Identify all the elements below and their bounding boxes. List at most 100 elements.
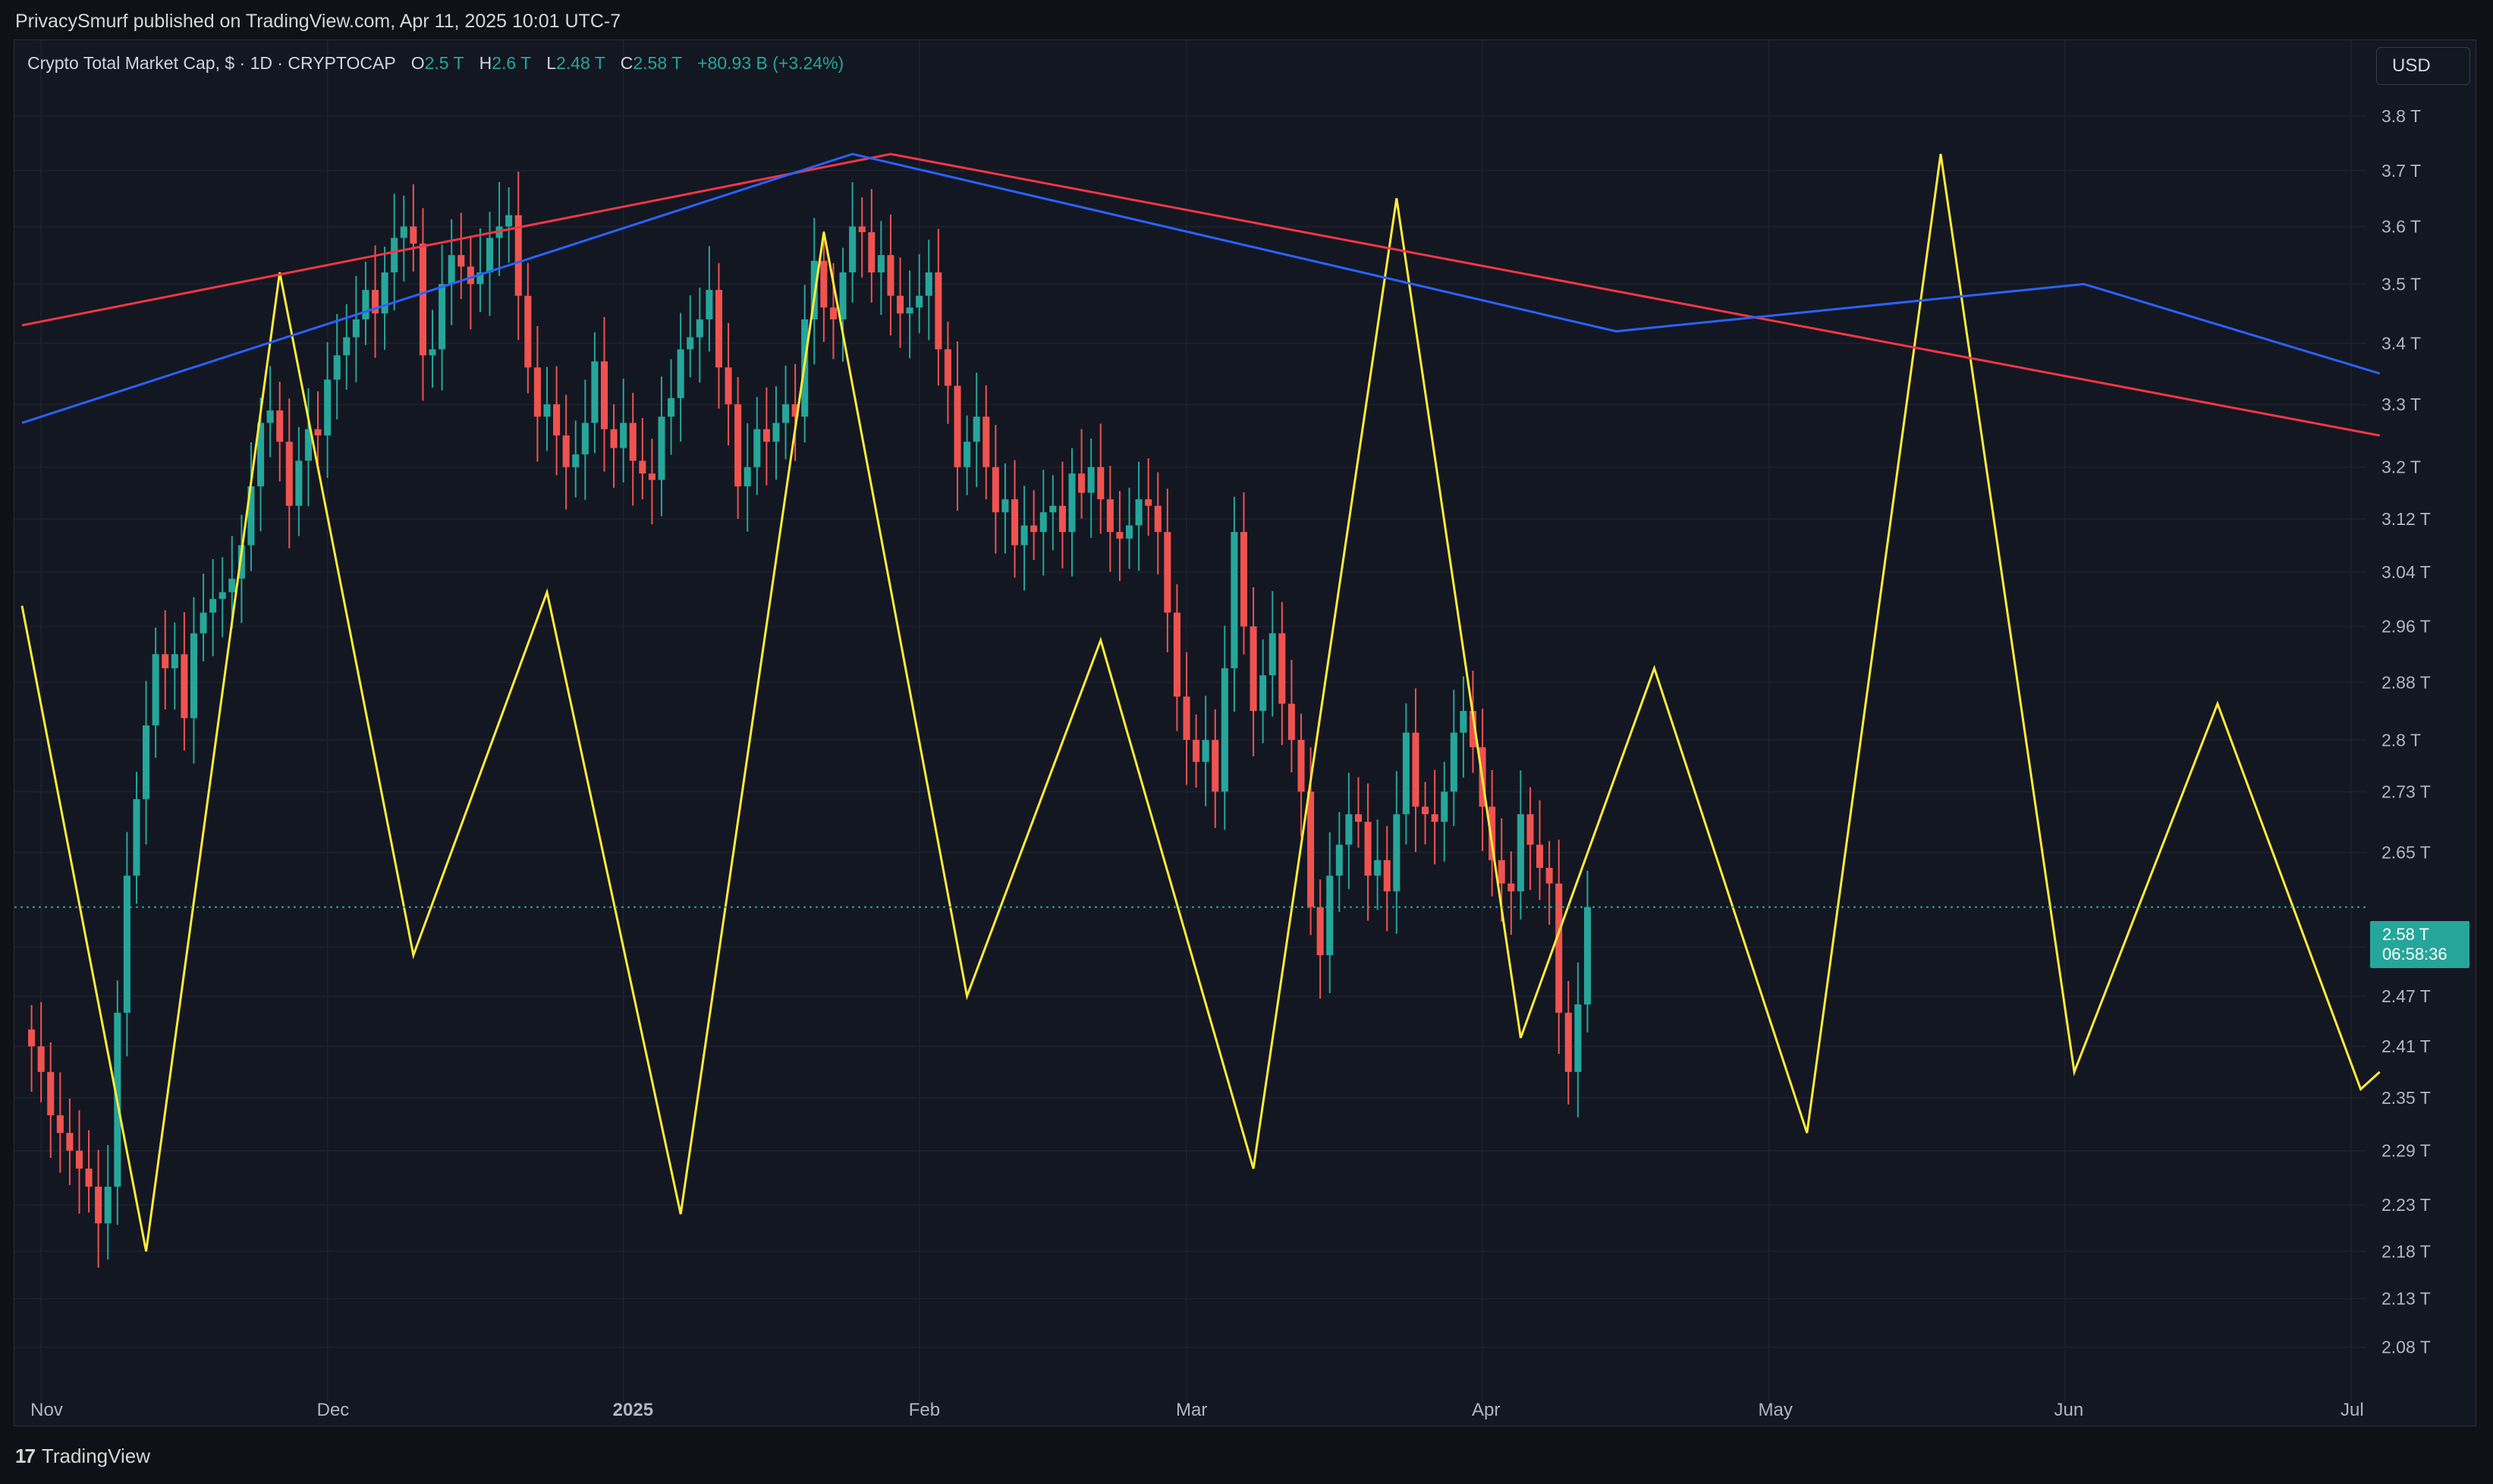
candle-body <box>209 599 217 613</box>
candle-body <box>944 349 951 386</box>
y-tick-label: 2.23 T <box>2381 1195 2431 1215</box>
candle-body <box>1326 876 1334 955</box>
candle-body <box>648 473 655 480</box>
candle-body <box>772 423 780 442</box>
candle-body <box>562 435 570 467</box>
high-value: 2.6 T <box>492 53 531 73</box>
candle-body <box>1001 499 1009 513</box>
candle-body <box>410 226 417 244</box>
candle-body <box>1116 532 1124 539</box>
y-tick-label: 2.08 T <box>2381 1338 2431 1357</box>
price-badge: 2.58 T 06:58:36 <box>2370 921 2469 968</box>
y-tick-label: 2.13 T <box>2381 1289 2431 1309</box>
currency-button[interactable]: USD <box>2376 47 2470 85</box>
candle-body <box>1307 791 1315 907</box>
candle-body <box>1297 740 1305 792</box>
candle-body <box>553 404 561 435</box>
candle-body <box>1135 499 1143 526</box>
candle-body <box>887 255 894 296</box>
y-tick-label: 3.12 T <box>2381 509 2431 529</box>
x-axis: Nov Dec 2025 Feb Mar Apr May Jun Jul <box>30 1400 2364 1420</box>
candle-body <box>1555 883 1563 1013</box>
candle-body <box>743 467 751 487</box>
candle-body <box>1173 612 1180 697</box>
candle-body <box>257 423 265 487</box>
candle-body <box>1193 740 1200 762</box>
candle-body <box>372 290 379 314</box>
candle-body <box>1526 814 1534 845</box>
candle-body <box>533 367 541 417</box>
candle-body <box>1097 467 1105 500</box>
candle-body <box>1020 525 1028 545</box>
x-tick-label: May <box>1759 1400 1793 1420</box>
candle-body <box>1202 740 1209 762</box>
candle-body <box>1402 732 1410 815</box>
candle-body <box>419 244 426 356</box>
candle-body <box>906 307 913 314</box>
candle-body <box>935 272 942 350</box>
change-value: +80.93 B (+3.24%) <box>697 53 844 73</box>
tradingview-logo[interactable]: 17 TradingView <box>15 1445 150 1468</box>
candle-body <box>1164 532 1171 613</box>
candle-body <box>982 417 990 467</box>
candle-body <box>1545 867 1553 884</box>
candle-body <box>581 423 589 454</box>
candle-body <box>1011 499 1019 545</box>
y-tick-label: 3.3 T <box>2381 395 2421 414</box>
candle-body <box>715 290 723 368</box>
low-value: 2.48 T <box>555 53 605 73</box>
tradingview-brand: TradingView <box>41 1445 150 1467</box>
overlay-lines <box>20 152 2381 1252</box>
candle-body <box>95 1187 102 1224</box>
candle-body <box>162 654 169 668</box>
candle-body <box>1536 844 1544 868</box>
candle-body <box>190 633 198 718</box>
candle-body <box>1087 467 1095 493</box>
low-label: L <box>546 53 556 73</box>
x-tick-label: Apr <box>1472 1400 1500 1420</box>
candle-body <box>1374 860 1382 876</box>
candle-body <box>352 319 360 338</box>
y-tick-label: 3.2 T <box>2381 457 2421 477</box>
candle-body <box>1039 512 1047 533</box>
chart-panel[interactable]: 3.8 T 3.7 T 3.6 T 3.5 T 3.4 T 3.3 T 3.2 T 3.12 … <box>14 39 2476 1426</box>
y-tick-label: 2.47 T <box>2381 986 2431 1006</box>
candle-body <box>829 307 837 319</box>
y-tick-label: 3.4 T <box>2381 333 2421 353</box>
candle-body <box>200 612 207 634</box>
candle-body <box>1460 711 1467 733</box>
y-tick-label: 3.6 T <box>2381 217 2421 237</box>
candle-body <box>391 237 398 273</box>
candle-body <box>524 295 532 368</box>
candle-body <box>954 385 961 467</box>
candle-body <box>1058 505 1066 533</box>
candle-body <box>1269 633 1276 676</box>
symbol-legend[interactable]: Crypto Total Market Cap, $ · 1D · CRYPTO… <box>27 53 844 74</box>
candle-body <box>734 404 742 487</box>
candle-body <box>1287 703 1295 740</box>
candle-body <box>1517 814 1524 891</box>
price-chart[interactable]: 3.8 T 3.7 T 3.6 T 3.5 T 3.4 T 3.3 T 3.2 T 3.12 … <box>14 40 2477 1427</box>
candle-body <box>304 429 312 461</box>
candle-body <box>1412 732 1419 807</box>
candle-body <box>762 429 770 442</box>
candle-body <box>677 349 684 398</box>
candle-body <box>543 404 551 417</box>
candles <box>28 171 1591 1268</box>
candle-body <box>247 486 255 545</box>
red-trend-line <box>21 152 2380 437</box>
candle-body <box>620 423 627 448</box>
candle-body <box>839 272 847 319</box>
candle-body <box>1221 668 1228 792</box>
candle-body <box>439 284 446 350</box>
candle-body <box>1212 740 1219 792</box>
symbol-title: Crypto Total Market Cap, $ · 1D · CRYPTO… <box>27 53 396 73</box>
candle-body <box>868 232 876 273</box>
candle-body <box>877 255 885 273</box>
candle-body <box>849 226 857 273</box>
candle-body <box>1125 525 1133 539</box>
candle-body <box>820 260 828 308</box>
candle-body <box>285 442 293 506</box>
y-tick-label: 2.41 T <box>2381 1036 2431 1056</box>
candle-body <box>237 545 245 579</box>
